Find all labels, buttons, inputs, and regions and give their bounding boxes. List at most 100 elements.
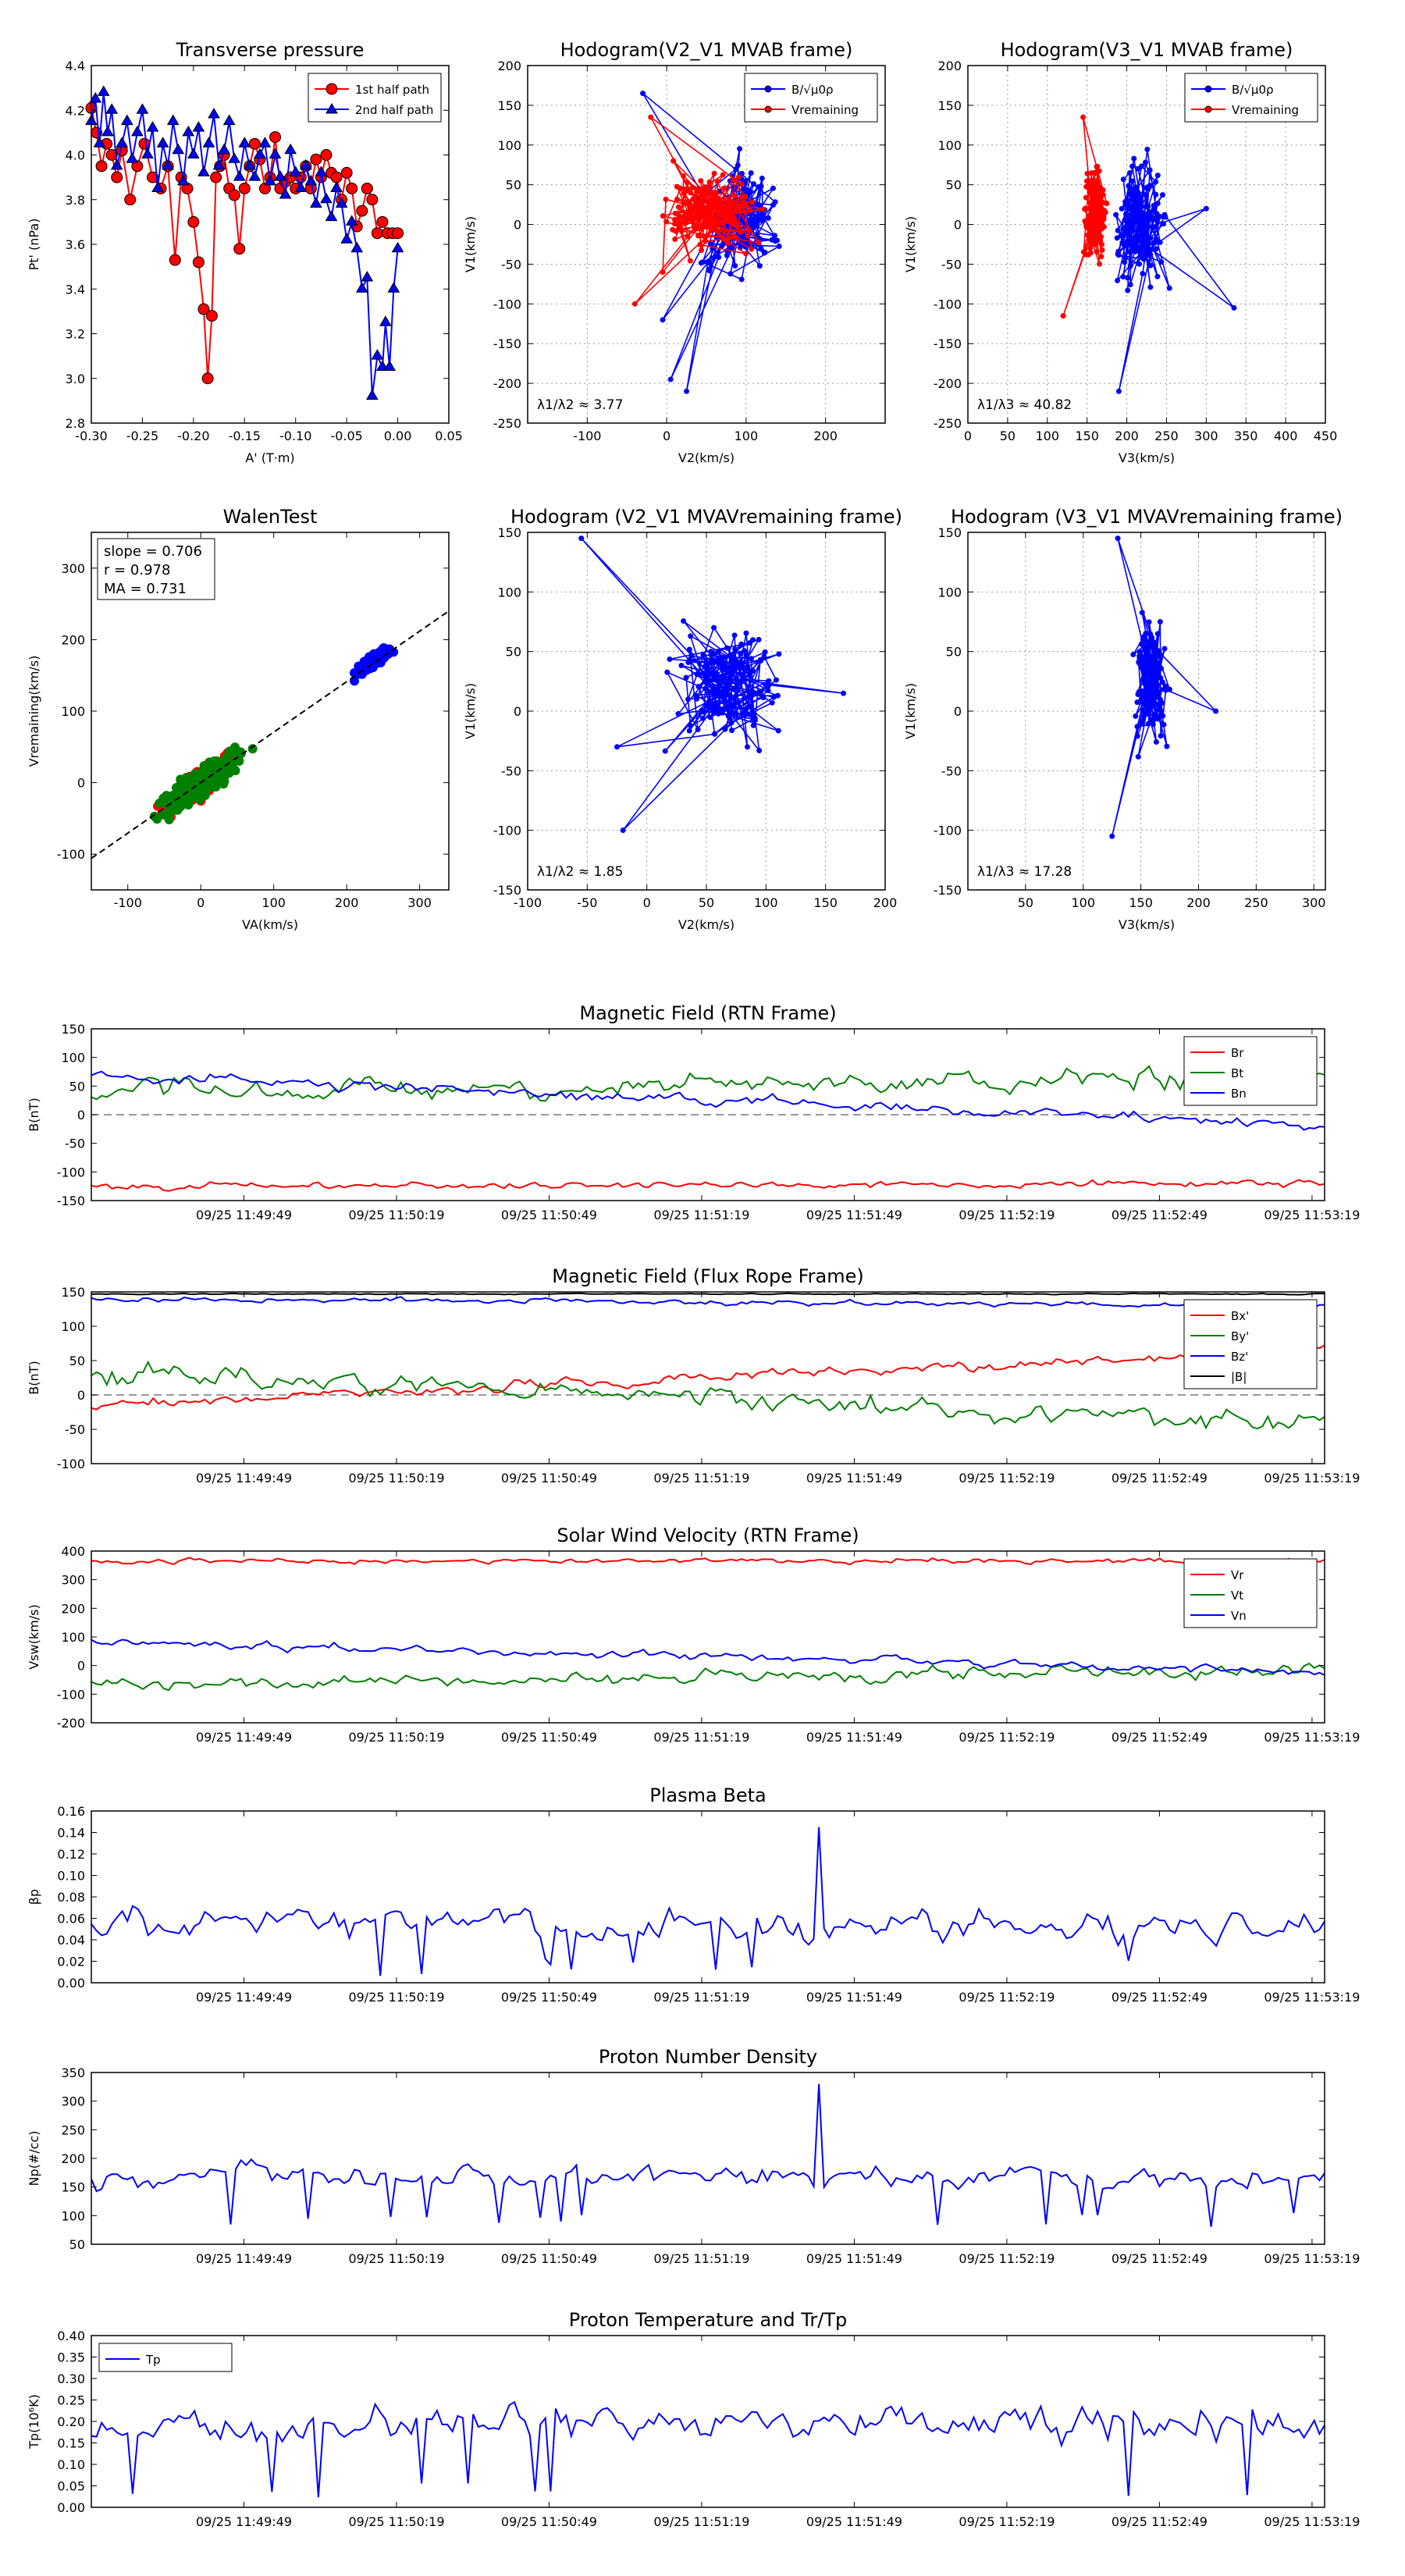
x-tick-label: 300 <box>1194 429 1218 443</box>
data-point <box>1153 738 1159 745</box>
chart-title: Magnetic Field (RTN Frame) <box>579 1002 836 1024</box>
data-point <box>745 664 751 670</box>
data-point <box>1120 176 1126 183</box>
data-point <box>356 205 368 217</box>
data-point <box>1083 194 1089 201</box>
data-point <box>685 233 691 240</box>
x-tick-label: 50 <box>699 895 714 910</box>
data-point <box>706 179 713 185</box>
p1-chart: -0.30 -0.25 -0.20 -0.15 -0.10 -0.05 0.00 0.05 2.… <box>27 39 463 465</box>
data-point <box>699 259 706 265</box>
y-tick-label: 50 <box>946 645 962 660</box>
data-point <box>1140 256 1147 262</box>
legend: Tp <box>98 2343 233 2372</box>
y-tick-label: -50 <box>501 257 521 272</box>
data-point <box>722 654 728 660</box>
data-point <box>707 240 713 247</box>
data-point <box>737 661 743 667</box>
data-point <box>731 632 738 639</box>
chart-title: Hodogram(V3_V1 MVAB frame) <box>1001 39 1293 61</box>
y-tick-label: 100 <box>497 138 521 153</box>
legend-box <box>308 73 442 123</box>
legend-label: Vr <box>1231 1568 1244 1582</box>
x-tick-label: 09/25 11:51:19 <box>653 2514 749 2529</box>
scatter-point <box>188 789 198 799</box>
data-point <box>670 226 676 233</box>
x-tick-label: 50 <box>1000 429 1016 443</box>
data-point <box>1115 248 1122 254</box>
data-point <box>762 649 768 655</box>
data-point <box>716 211 722 217</box>
y-tick-label: 200 <box>937 59 962 73</box>
data-point <box>1115 277 1121 283</box>
legend-label: Vn <box>1231 1609 1247 1623</box>
data-point <box>750 181 756 187</box>
data-point <box>197 165 210 176</box>
data-point <box>748 688 754 694</box>
data-point <box>392 227 404 240</box>
data-point <box>1149 635 1155 641</box>
data-point <box>729 710 735 717</box>
data-point <box>741 199 747 205</box>
y-axis-label: V1(km/s) <box>903 216 918 272</box>
data-point <box>1080 249 1087 255</box>
data-point <box>1138 641 1144 647</box>
data-point <box>325 210 338 222</box>
y-tick-label: 3.8 <box>66 193 85 208</box>
data-point <box>1122 254 1129 261</box>
data-point <box>706 183 713 190</box>
x-tick-label: 350 <box>1234 429 1258 443</box>
data-point <box>1127 263 1133 269</box>
data-point <box>1129 163 1136 169</box>
series-line-Vn <box>91 1638 1325 1676</box>
data-point <box>391 241 404 253</box>
x-tick-label: 09/25 11:52:49 <box>1112 1990 1208 2005</box>
y-tick-label: 3.0 <box>66 372 85 386</box>
data-point <box>1083 205 1089 212</box>
data-point <box>1145 720 1151 727</box>
x-tick-label: 250 <box>1244 895 1268 910</box>
data-point <box>724 645 731 651</box>
scatter-point <box>197 766 207 776</box>
x-tick-label: 200 <box>813 429 838 443</box>
data-point <box>681 215 687 221</box>
data-point <box>1138 209 1144 215</box>
y-axis-label: Np(#/cc) <box>27 2131 41 2186</box>
legend-marker <box>1204 105 1212 113</box>
data-point <box>667 376 674 382</box>
data-point <box>1082 218 1088 224</box>
data-point <box>1126 169 1133 176</box>
legend-box <box>744 73 878 123</box>
x-tick-label: 0 <box>964 429 972 443</box>
data-point <box>739 672 745 678</box>
series-line-Bz <box>91 1296 1325 1309</box>
data-point <box>755 201 761 208</box>
x-tick-label: 09/25 11:50:19 <box>348 1730 444 1745</box>
data-point <box>675 711 681 717</box>
data-point <box>1098 254 1104 260</box>
y-tick-label: 150 <box>497 98 521 113</box>
data-point <box>758 658 764 664</box>
data-point <box>1144 146 1151 152</box>
x-tick-label: 0.05 <box>435 429 463 443</box>
data-point <box>663 219 670 225</box>
legend: Br Bt Bn <box>1183 1036 1318 1106</box>
data-point <box>706 689 713 696</box>
t6-chart: 0.00 0.05 0.10 0.15 0.20 0.25 0.30 0.35 0.40 Prot… <box>27 2309 1360 2529</box>
data-point <box>713 226 719 232</box>
data-point <box>294 181 308 192</box>
x-tick-label: 300 <box>1302 895 1326 910</box>
data-point <box>694 215 700 221</box>
data-point <box>376 215 389 228</box>
t4-chart: 0.00 0.02 0.04 0.06 0.08 0.10 0.12 0.14 0.16 Plas… <box>27 1784 1360 2005</box>
legend-label: Bx' <box>1231 1309 1249 1323</box>
data-point <box>197 303 210 315</box>
data-point <box>702 671 709 678</box>
data-point <box>1161 213 1168 219</box>
data-point <box>731 686 737 692</box>
data-point <box>248 137 261 150</box>
data-point <box>1154 693 1160 699</box>
data-point <box>1092 191 1098 197</box>
stats-line: r = 0.978 <box>104 562 170 578</box>
data-point <box>680 200 686 206</box>
